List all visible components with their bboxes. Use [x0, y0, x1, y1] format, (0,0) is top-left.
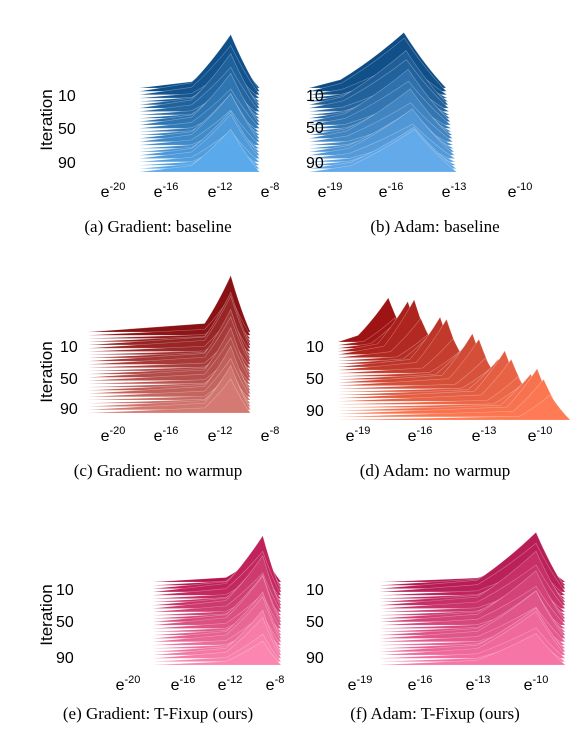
x-tick-label: e-8 — [261, 425, 280, 445]
panel-a: Iteration 10 50 90 e-20 e-16 e-12 e-8 (a) Gradie… — [37, 33, 290, 236]
x-tick-label: e-12 — [208, 181, 233, 201]
x-tick-label: e-19 — [346, 425, 371, 445]
x-tick-label: e-13 — [466, 674, 491, 694]
panel-b: 10 50 90 e-19 e-16 e-13 e-10 (b) Adam: baseline — [306, 32, 545, 236]
ridgeline-layers — [308, 32, 545, 173]
panel-f: 10 50 90 e-19 e-16 e-13 e-10(f) Adam: T-Fixup … — [306, 531, 567, 723]
ridge-layer — [87, 274, 290, 333]
ridge-layer — [308, 88, 545, 139]
y-tick-label: 50 — [58, 121, 76, 138]
ridge-layer — [308, 80, 545, 126]
ridge-layer — [337, 394, 572, 421]
ridge-layer — [87, 378, 290, 414]
panel-d: 10 50 90 e-19 e-16 e-13 e-10 (d) Adam: no warmu… — [306, 297, 572, 480]
x-tick-label: e-20 — [116, 674, 141, 694]
ridge-layer — [139, 33, 290, 92]
x-tick-label: e-19 — [348, 674, 373, 694]
x-tick-label: e-13 — [442, 181, 467, 201]
ridgeline-layers — [87, 274, 290, 414]
panel-caption: (c) Gradient: no warmup — [74, 461, 243, 480]
x-tick-label: e-13 — [472, 425, 497, 445]
x-tick-label: e-16 — [154, 425, 179, 445]
y-axis-label: Iteration — [37, 584, 56, 645]
panel-caption: (a) Gradient: baseline — [84, 217, 231, 236]
y-tick-label: 50 — [60, 371, 78, 388]
x-tick-label: e-12 — [218, 674, 243, 694]
x-tick-label: e-16 — [154, 181, 179, 201]
panel-e: Iteration 10 50 90 e-20 e-16 e-12 e-8 (e) Gradie… — [37, 534, 290, 723]
ridge-layer — [308, 128, 545, 173]
ridge-layer — [139, 109, 290, 146]
ridge-layer — [139, 52, 290, 109]
ridgeline-layers — [379, 531, 567, 666]
y-axis-label: Iteration — [37, 341, 56, 402]
ridge-layer — [308, 37, 545, 92]
x-tick-label: e-19 — [318, 181, 343, 201]
x-tick-label: e-16 — [408, 674, 433, 694]
ridge-layer — [308, 108, 545, 156]
y-tick-label: 10 — [306, 88, 324, 105]
panel-caption: (f) Adam: T-Fixup (ours) — [350, 704, 520, 723]
y-tick-label: 10 — [60, 339, 78, 356]
ridge-layer — [308, 102, 545, 143]
y-tick-label: 10 — [306, 339, 324, 356]
x-tick-label: e-10 — [508, 181, 533, 201]
panel-caption: (b) Adam: baseline — [370, 217, 499, 236]
ridge-layer — [308, 123, 545, 159]
y-tick-label: 90 — [60, 401, 78, 418]
x-tick-label: e-16 — [171, 674, 196, 694]
panel-caption: (e) Gradient: T-Fixup (ours) — [63, 704, 253, 723]
y-axis-label: Iteration — [37, 89, 56, 150]
x-tick-label: e-12 — [208, 425, 233, 445]
y-tick-label: 90 — [58, 155, 76, 172]
x-tick-label: e-20 — [101, 181, 126, 201]
x-tick-label: e-16 — [379, 181, 404, 201]
ridge-layer — [308, 59, 545, 109]
x-tick-label: e-8 — [266, 674, 285, 694]
y-tick-label: 50 — [306, 120, 324, 137]
ridge-layer — [139, 113, 290, 159]
ridgeline-layers — [152, 534, 290, 666]
x-tick-label: e-10 — [524, 674, 549, 694]
ridge-layer — [152, 640, 290, 666]
x-tick-label: e-16 — [408, 425, 433, 445]
y-tick-label: 50 — [56, 614, 74, 631]
x-tick-label: e-8 — [261, 181, 280, 201]
ridge-layer — [139, 88, 290, 129]
ridge-layer — [139, 128, 290, 173]
y-tick-label: 50 — [306, 371, 324, 388]
ridge-layer — [379, 633, 567, 666]
y-tick-label: 50 — [306, 614, 324, 631]
y-tick-label: 90 — [306, 403, 324, 420]
x-tick-label: e-10 — [528, 425, 553, 445]
ridge-layer — [139, 44, 290, 96]
y-tick-label: 10 — [56, 582, 74, 599]
y-tick-label: 90 — [56, 650, 74, 667]
ridge-layer — [139, 93, 290, 143]
ridgeline-layers — [337, 297, 572, 421]
ridge-layer — [139, 66, 290, 112]
y-tick-label: 10 — [58, 88, 76, 105]
panel-caption: (d) Adam: no warmup — [360, 461, 511, 480]
y-tick-label: 90 — [306, 155, 324, 172]
y-tick-label: 10 — [306, 582, 324, 599]
panel-c: Iteration 10 50 90 e-20 e-16 e-12 e-8 (c) Gradie… — [37, 274, 290, 480]
y-tick-label: 90 — [306, 650, 324, 667]
ridgeline-layers — [139, 33, 290, 173]
ridge-layer — [139, 72, 290, 126]
x-tick-label: e-20 — [101, 425, 126, 445]
